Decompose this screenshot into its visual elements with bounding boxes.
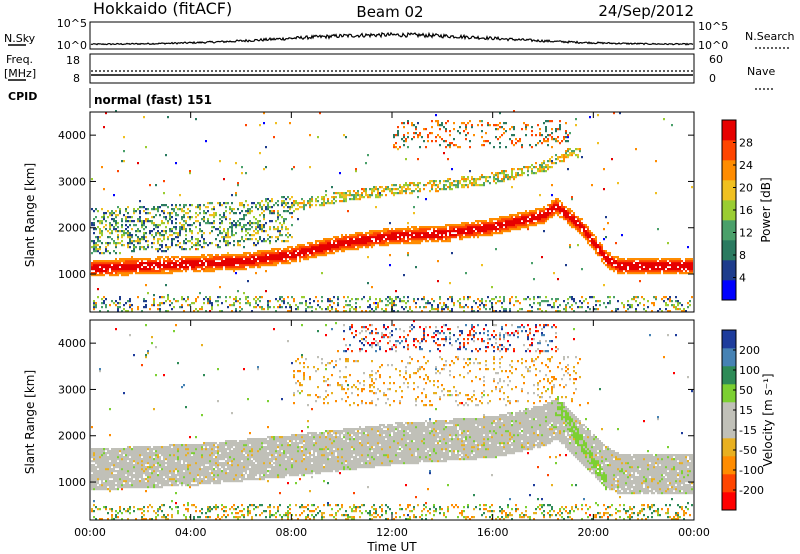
cpid-label: CPID [8, 90, 37, 103]
freq-nave-strip: Freq. [MHz] 18 8 60 0 Nave [4, 53, 775, 90]
noise-tick-left-bottom: 10^0 [57, 39, 87, 52]
power-echoes [91, 110, 693, 313]
x-tick-label: 00:00 [74, 526, 106, 539]
velocity-colorbar: 200 100 50 15 -15 -50 -100 -200 [721, 329, 764, 511]
x-tick-label: 00:00 [678, 526, 710, 539]
colorbar-tick-label: 200 [739, 344, 760, 357]
colorbar-swatch [722, 140, 736, 161]
nave-label: Nave [747, 65, 775, 78]
colorbar-tick-label: 100 [739, 364, 760, 377]
y-tick-label: 1000 [58, 268, 86, 281]
y-tick-label: 4000 [58, 337, 86, 350]
colorbar-tick-label: 15 [739, 404, 753, 417]
colorbar-tick-label: 8 [739, 249, 746, 262]
y-tick-label: 3000 [58, 383, 86, 396]
noise-strip: N.Sky 10^5 10^0 10^5 10^0 N.Search [4, 17, 795, 52]
colorbar-tick-label: -100 [739, 464, 764, 477]
y-tick-label: 3000 [58, 175, 86, 188]
colorbar-swatch [722, 492, 736, 511]
colorbar-tick-label: 50 [739, 384, 753, 397]
beam-title: Beam 02 [356, 3, 423, 21]
colorbar-swatch [722, 280, 736, 301]
colorbar-tick-label: 24 [739, 159, 753, 172]
x-tick-label: 04:00 [175, 526, 207, 539]
colorbar-swatch [722, 456, 736, 475]
colorbar-swatch [722, 330, 736, 349]
cpid-text: normal (fast) 151 [94, 93, 212, 107]
time-x-axis: 00:00 04:00 08:00 12:00 16:00 20:00 00:00 [74, 112, 710, 539]
nave-tick-top: 60 [709, 53, 723, 66]
x-tick-label: 16:00 [477, 526, 509, 539]
colorbar-tick-label: -50 [739, 444, 757, 457]
colorbar-swatch [722, 120, 736, 141]
colorbar-swatch [722, 200, 736, 221]
station-title: Hokkaido (fitACF) [93, 0, 232, 18]
power-colorbar: 28 24 20 16 12 8 4 [721, 119, 753, 301]
colorbar-swatch [722, 438, 736, 457]
y-tick-label: 2000 [58, 222, 86, 235]
velocity-ylabel: Slant Range [km] [23, 370, 37, 474]
colorbar-tick-label: -15 [739, 424, 757, 437]
colorbar-tick-label: 16 [739, 204, 753, 217]
y-tick-label: 2000 [58, 430, 86, 443]
colorbar-swatch [722, 366, 736, 385]
power-cbar-label: Power [dB] [759, 177, 773, 242]
colorbar-swatch [722, 348, 736, 367]
velocity-panel: 1000 2000 3000 4000 Slant Range [km] 200 100… [23, 112, 775, 554]
date-title: 24/Sep/2012 [598, 2, 694, 20]
velocity-y-axis: 1000 2000 3000 4000 [58, 337, 694, 489]
y-tick-label: 4000 [58, 129, 86, 142]
nave-tick-bottom: 0 [709, 72, 716, 85]
xaxis-label: Time UT [366, 540, 417, 554]
noise-trace [90, 31, 694, 46]
colorbar-swatch [722, 260, 736, 281]
freq-label-2: [MHz] [4, 67, 36, 80]
y-tick-label: 1000 [58, 476, 86, 489]
colorbar-swatch [722, 474, 736, 493]
colorbar-swatch [722, 384, 736, 403]
nsky-label: N.Sky [4, 32, 36, 45]
freq-tick-top: 18 [66, 54, 80, 67]
power-panel: 1000 2000 3000 4000 Slant Range [km] 28 24 20… [23, 110, 773, 313]
noise-tick-left-top: 10^5 [57, 17, 87, 30]
freq-label-1: Freq. [6, 53, 33, 66]
velocity-echoes [91, 320, 693, 521]
x-tick-label: 12:00 [376, 526, 408, 539]
colorbar-swatch [722, 420, 736, 439]
colorbar-tick-label: 28 [739, 137, 753, 150]
velocity-cbar-label: Velocity [m s⁻¹] [761, 373, 775, 466]
cpid-strip: CPID normal (fast) 151 [8, 88, 212, 108]
colorbar-tick-label: 4 [739, 272, 746, 285]
colorbar-swatch [722, 402, 736, 421]
noise-tick-right-top: 10^5 [698, 20, 728, 33]
power-ylabel: Slant Range [km] [23, 163, 37, 267]
power-y-axis: 1000 2000 3000 4000 [58, 129, 694, 281]
x-tick-label: 08:00 [275, 526, 307, 539]
freq-tick-bottom: 8 [73, 72, 80, 85]
x-tick-label: 20:00 [577, 526, 609, 539]
noise-tick-right-bottom: 10^0 [698, 39, 728, 52]
colorbar-tick-label: 12 [739, 227, 753, 240]
colorbar-swatch [722, 240, 736, 261]
colorbar-swatch [722, 220, 736, 241]
colorbar-tick-label: 20 [739, 182, 753, 195]
nsearch-label: N.Search [745, 30, 795, 43]
colorbar-swatch [722, 160, 736, 181]
colorbar-tick-label: -200 [739, 484, 764, 497]
colorbar-swatch [722, 180, 736, 201]
